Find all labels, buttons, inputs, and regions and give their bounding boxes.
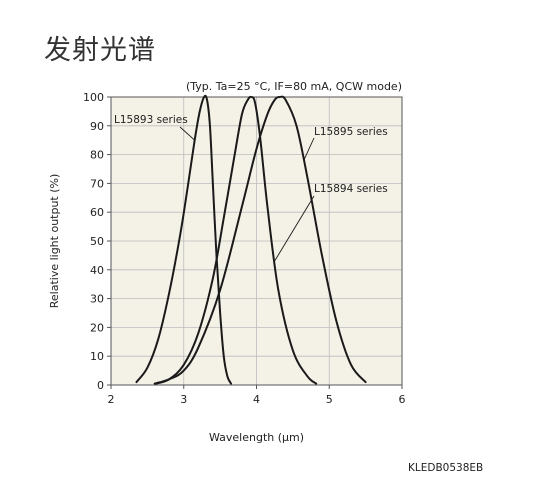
y-tick-label: 80	[90, 149, 104, 162]
figure-code: KLEDB0538EB	[408, 462, 484, 474]
y-tick-label: 40	[90, 264, 104, 277]
y-tick-label: 20	[90, 321, 104, 334]
leader-line-l15895-series	[303, 137, 315, 161]
grid	[111, 97, 402, 385]
y-tick-label: 0	[97, 379, 104, 392]
series-line-l15895-series	[153, 95, 367, 385]
series-label-l15895-series: L15895 series	[314, 126, 388, 138]
measurement-conditions-note: (Typ. Ta=25 °C, IF=80 mA, QCW mode)	[186, 80, 402, 93]
series-annotations: L15893 series L15895 series L15894 series	[114, 114, 388, 262]
x-axis-label: Wavelength (μm)	[209, 431, 304, 444]
series-line-l15894-series	[155, 95, 318, 385]
y-tick-label: 10	[90, 350, 104, 363]
x-tick-label: 4	[253, 393, 260, 406]
y-tick-label: 60	[90, 206, 104, 219]
y-tick-label: 70	[90, 177, 104, 190]
series-label-l15894-series: L15894 series	[314, 183, 388, 195]
axes	[107, 96, 403, 389]
y-tick-label: 90	[90, 120, 104, 133]
series-line-l15893-series	[135, 94, 233, 385]
leader-line-l15894-series	[274, 195, 315, 262]
y-tick-label: 30	[90, 293, 104, 306]
x-tick-label: 5	[326, 393, 333, 406]
x-tick-label: 6	[399, 393, 406, 406]
y-tick-label: 100	[83, 91, 104, 104]
x-tick-label: 3	[180, 393, 187, 406]
y-tick-label: 50	[90, 235, 104, 248]
x-tick-label: 2	[108, 393, 115, 406]
leader-line-l15893-series	[179, 126, 195, 141]
page-title: 发射光谱	[44, 35, 156, 66]
y-axis-label: Relative light output (%)	[48, 174, 61, 309]
series-lines	[135, 94, 367, 385]
series-label-l15893-series: L15893 series	[114, 114, 188, 126]
